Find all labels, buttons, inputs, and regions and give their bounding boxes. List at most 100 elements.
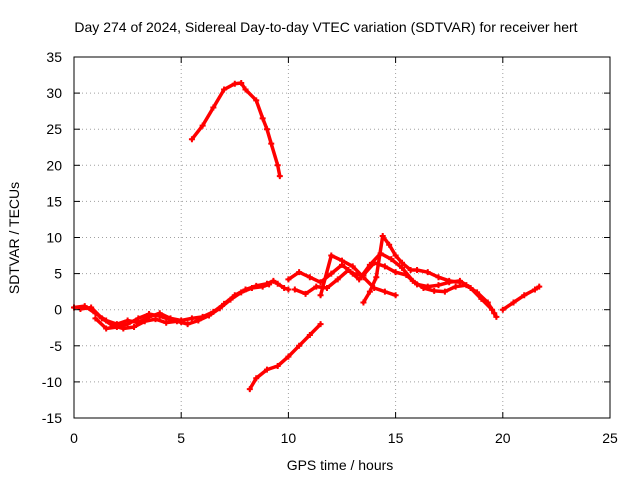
y-tick-label: -5 (50, 338, 63, 354)
data-point (463, 282, 470, 289)
data-point (253, 375, 260, 382)
data-point (263, 126, 270, 133)
data-point (424, 269, 431, 276)
data-point (77, 305, 84, 312)
data-point (291, 286, 298, 293)
y-tick-label: 15 (46, 193, 62, 209)
data-point (242, 86, 249, 93)
data-point (210, 104, 217, 111)
data-point (221, 86, 228, 93)
x-tick-label: 20 (495, 430, 511, 446)
data-point (441, 288, 448, 295)
data-point (328, 252, 335, 259)
data-point (124, 321, 131, 328)
data-point (146, 311, 153, 318)
series-group (71, 79, 543, 393)
data-point (259, 115, 266, 122)
y-tick-label: 25 (46, 121, 62, 137)
data-point (360, 274, 367, 281)
data-point (270, 277, 277, 284)
data-point (323, 285, 330, 292)
data-point (266, 281, 273, 288)
data-point (491, 310, 498, 317)
data-point (345, 266, 352, 273)
data-point (407, 266, 414, 273)
data-point (199, 122, 206, 129)
data-point (276, 173, 283, 180)
data-point (399, 264, 406, 271)
data-point (88, 304, 95, 311)
x-tick-labels: 0 5 10 15 20 25 (70, 430, 618, 446)
data-point (285, 286, 292, 293)
data-point (103, 325, 110, 332)
y-tick-label: 20 (46, 157, 62, 173)
data-point (184, 321, 191, 328)
y-tick-label: 10 (46, 230, 62, 246)
data-point (366, 288, 373, 295)
data-point (536, 283, 543, 290)
data-point (456, 279, 463, 286)
data-point (356, 276, 363, 283)
data-point (446, 277, 453, 284)
data-point (238, 289, 245, 296)
y-tick-label: 5 (54, 266, 62, 282)
data-point (195, 317, 202, 324)
data-point (409, 277, 416, 284)
data-point (435, 282, 442, 289)
data-point (135, 315, 142, 322)
data-point (263, 366, 270, 373)
data-point (259, 283, 266, 290)
x-tick-label: 0 (70, 430, 78, 446)
data-point (531, 286, 538, 293)
data-point (360, 299, 367, 306)
data-point (285, 353, 292, 360)
y-tick-label: 30 (46, 85, 62, 101)
data-point (216, 305, 223, 312)
data-point (392, 269, 399, 276)
data-point (499, 306, 506, 313)
axis-ticks (73, 56, 611, 419)
data-point (379, 233, 386, 240)
x-tick-label: 15 (388, 430, 404, 446)
y-axis-label: SDTVAR / TECUs (6, 182, 22, 294)
data-point (334, 276, 341, 283)
data-point (386, 241, 393, 248)
data-point (317, 292, 324, 299)
data-point (339, 257, 345, 264)
data-point (92, 315, 99, 322)
data-point (399, 259, 406, 266)
data-point (231, 80, 238, 87)
data-point (414, 266, 421, 273)
data-point (141, 318, 148, 325)
y-tick-labels: -15 -10 -5 0 5 10 15 20 25 30 35 (42, 49, 62, 426)
data-point (163, 319, 170, 326)
data-point (328, 270, 335, 277)
data-point (178, 318, 185, 325)
data-point (392, 252, 399, 259)
series-arc-mid-a (286, 261, 499, 319)
x-axis-label: GPS time / hours (287, 457, 394, 473)
data-point (253, 97, 260, 104)
data-point (274, 162, 281, 169)
data-point (420, 285, 427, 292)
data-point (167, 316, 174, 323)
data-point (268, 140, 275, 147)
x-tick-label: 5 (177, 430, 185, 446)
data-point (510, 299, 517, 306)
data-point (366, 261, 373, 268)
data-point (313, 283, 320, 290)
data-point (388, 256, 395, 263)
data-point (392, 292, 399, 299)
y-tick-label: -10 (42, 374, 62, 390)
data-point (188, 315, 195, 322)
data-point (113, 324, 120, 331)
data-point (246, 386, 253, 393)
data-point (296, 342, 303, 349)
data-point (285, 276, 292, 283)
data-point (435, 274, 442, 281)
data-point (98, 315, 105, 322)
x-tick-label: 25 (602, 430, 618, 446)
data-point (431, 287, 438, 294)
data-point (306, 274, 313, 281)
